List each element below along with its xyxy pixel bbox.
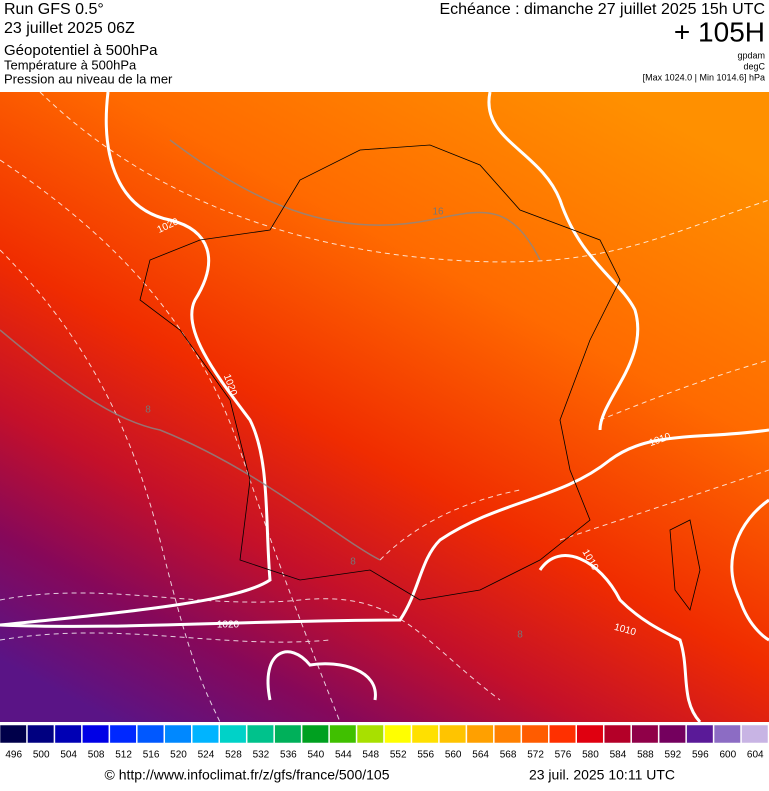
isotherm-label: 8 xyxy=(517,630,523,641)
isobars xyxy=(0,91,769,724)
color-swatch xyxy=(713,724,741,744)
legend-label: 540 xyxy=(307,750,324,761)
legend-label: 568 xyxy=(500,750,517,761)
legend-label: 584 xyxy=(610,750,627,761)
color-swatch xyxy=(54,724,82,744)
color-swatch xyxy=(164,724,192,744)
legend-label: 504 xyxy=(60,750,77,761)
valid-time: Echéance : dimanche 27 juillet 2025 15h … xyxy=(439,1,765,18)
color-swatch xyxy=(301,724,329,744)
legend-label: 512 xyxy=(115,750,132,761)
dashed-contours xyxy=(0,91,769,723)
run-date: 23 juillet 2025 06Z xyxy=(4,20,135,37)
color-swatch xyxy=(439,724,467,744)
legend-label: 596 xyxy=(692,750,709,761)
source: © http://www.infoclimat.fr/z/gfs/france/… xyxy=(105,767,390,783)
color-swatch xyxy=(329,724,357,744)
map xyxy=(0,91,769,724)
legend-label: 548 xyxy=(362,750,379,761)
legend-label: 580 xyxy=(582,750,599,761)
isotherm-label: 16 xyxy=(432,207,444,218)
isobar-label: 1020 xyxy=(217,620,240,631)
color-swatch xyxy=(356,724,384,744)
legend-label: 532 xyxy=(253,750,270,761)
legend-label: 576 xyxy=(555,750,572,761)
pressure-range: [Max 1024.0 | Min 1014.6] hPa xyxy=(643,72,765,82)
legend-label: 592 xyxy=(665,750,682,761)
color-swatch xyxy=(658,724,686,744)
color-swatch xyxy=(27,724,55,744)
legend-label: 544 xyxy=(335,750,352,761)
legend-label: 556 xyxy=(417,750,434,761)
layer: Pression au niveau de la mer xyxy=(4,71,173,86)
legend-label: 516 xyxy=(143,750,160,761)
isotherm-label: 8 xyxy=(350,557,356,568)
color-swatch xyxy=(494,724,522,744)
unit: gpdam xyxy=(737,50,765,60)
legend-label: 500 xyxy=(33,750,50,761)
color-swatch xyxy=(246,724,274,744)
layer: Température à 500hPa xyxy=(4,57,137,72)
color-swatch xyxy=(219,724,247,744)
legend-label: 588 xyxy=(637,750,654,761)
color-swatch xyxy=(411,724,439,744)
color-swatch xyxy=(521,724,549,744)
legend-label: 528 xyxy=(225,750,242,761)
legend-label: 560 xyxy=(445,750,462,761)
legend-label: 552 xyxy=(390,750,407,761)
legend-label: 496 xyxy=(5,750,22,761)
title: Run GFS 0.5° xyxy=(4,1,104,18)
legend-label: 600 xyxy=(719,750,736,761)
unit: degC xyxy=(743,61,765,71)
legend-label: 508 xyxy=(88,750,105,761)
color-swatch xyxy=(576,724,604,744)
color-swatch xyxy=(384,724,412,744)
legend-label: 604 xyxy=(747,750,764,761)
color-swatch xyxy=(109,724,137,744)
color-swatch xyxy=(603,724,631,744)
legend-label: 536 xyxy=(280,750,297,761)
isotherm-label: 8 xyxy=(145,405,151,416)
legend-label: 572 xyxy=(527,750,544,761)
layer: Géopotentiel à 500hPa xyxy=(4,42,158,59)
color-swatch xyxy=(0,724,27,744)
legend-label: 524 xyxy=(198,750,215,761)
legend-label: 520 xyxy=(170,750,187,761)
lead-time: + 105H xyxy=(674,16,765,47)
legend-label: 564 xyxy=(472,750,489,761)
timestamp: 23 juil. 2025 10:11 UTC xyxy=(529,767,675,783)
borders xyxy=(139,144,701,611)
color-swatch xyxy=(741,724,769,744)
color-swatch xyxy=(82,724,110,744)
color-swatch xyxy=(549,724,576,744)
color-legend: 496 500 504 508 512 516 520 524 528 532 536 540 544 5… xyxy=(0,724,769,761)
color-swatch xyxy=(274,724,302,744)
color-swatch xyxy=(686,724,714,744)
isotherms xyxy=(0,139,541,561)
color-swatch xyxy=(466,724,494,744)
color-swatch xyxy=(137,724,165,744)
color-swatch xyxy=(192,724,219,744)
color-swatch xyxy=(631,724,659,744)
